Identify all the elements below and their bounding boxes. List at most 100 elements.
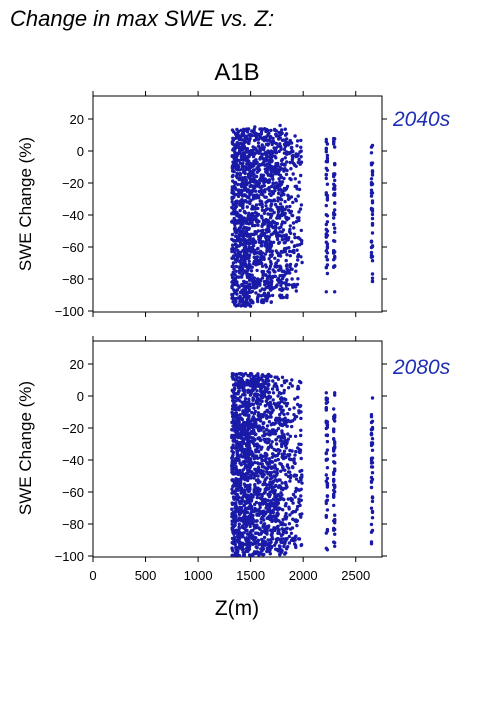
data-point [241, 133, 246, 138]
data-point [259, 496, 263, 500]
data-point [264, 204, 268, 208]
data-point [294, 262, 299, 267]
data-point [234, 416, 238, 420]
data-point [251, 517, 255, 522]
data-point [282, 435, 287, 440]
data-point [244, 167, 249, 172]
data-point [262, 518, 266, 522]
data-point [235, 376, 239, 380]
data-point [289, 531, 294, 535]
data-point [235, 127, 239, 132]
data-point [369, 443, 374, 448]
data-point [232, 437, 236, 441]
data-point [291, 492, 296, 497]
data-point [240, 544, 244, 548]
data-point [267, 131, 271, 136]
data-point [277, 177, 281, 181]
data-point [333, 256, 337, 260]
data-point [255, 512, 259, 516]
data-point [230, 519, 234, 523]
data-point [235, 439, 239, 443]
data-point [246, 127, 251, 131]
data-point [279, 131, 283, 136]
data-point [267, 486, 271, 491]
plot-frame [92, 340, 383, 558]
data-point [290, 148, 294, 153]
data-point [238, 395, 243, 399]
data-point [255, 519, 259, 523]
data-point [275, 547, 280, 552]
data-point [259, 192, 263, 196]
data-point [242, 158, 246, 162]
data-point [237, 553, 241, 558]
data-point [249, 198, 253, 203]
data-point [286, 208, 291, 212]
data-point [265, 462, 270, 466]
data-point [325, 400, 330, 404]
data-point [324, 419, 328, 423]
data-point [325, 153, 330, 158]
data-point [297, 180, 301, 184]
data-point [244, 424, 248, 428]
data-point [241, 161, 245, 165]
data-point [332, 494, 336, 498]
y-axis-label: SWE Change (%) [16, 381, 35, 515]
y-tick-label: −80 [62, 517, 84, 532]
data-point [369, 250, 374, 255]
data-point [325, 182, 330, 186]
data-point [274, 483, 278, 488]
data-point [252, 393, 257, 397]
data-point [282, 433, 286, 437]
data-point [245, 150, 249, 154]
data-point [274, 519, 278, 524]
data-point [325, 168, 330, 172]
data-point [279, 283, 283, 288]
data-point [242, 226, 246, 231]
data-point [300, 481, 304, 485]
data-point [264, 236, 268, 240]
data-point [230, 273, 234, 277]
data-point [233, 489, 237, 494]
data-point [238, 454, 242, 458]
data-point [280, 375, 285, 379]
data-point [240, 273, 244, 277]
data-point [235, 176, 239, 180]
data-point [266, 223, 270, 227]
data-point [256, 405, 260, 409]
data-point [278, 230, 282, 234]
data-point [269, 204, 273, 208]
data-point [283, 163, 287, 167]
data-point [272, 286, 276, 290]
data-point [233, 225, 237, 230]
data-point [236, 548, 240, 552]
data-point [272, 210, 276, 215]
data-point [250, 207, 254, 211]
data-point [270, 531, 274, 536]
data-point [263, 127, 267, 131]
data-point [258, 480, 262, 484]
data-point [266, 498, 270, 503]
data-point [299, 173, 303, 178]
data-point [285, 137, 289, 141]
data-point [262, 433, 267, 438]
data-point [244, 475, 248, 479]
data-point [259, 377, 263, 381]
data-point [259, 469, 264, 473]
data-point [233, 291, 237, 295]
data-point [293, 197, 298, 201]
data-point [249, 151, 253, 155]
data-point [237, 443, 242, 448]
data-point [239, 178, 244, 182]
data-point [268, 432, 272, 436]
data-point [324, 222, 328, 227]
data-point [267, 494, 271, 499]
data-point [232, 425, 236, 429]
data-point [251, 281, 256, 286]
data-point [283, 551, 287, 555]
data-point [247, 413, 251, 417]
data-point [261, 553, 265, 557]
data-point [261, 161, 265, 165]
data-point [242, 503, 246, 507]
data-point [269, 510, 273, 514]
data-point [262, 430, 266, 434]
